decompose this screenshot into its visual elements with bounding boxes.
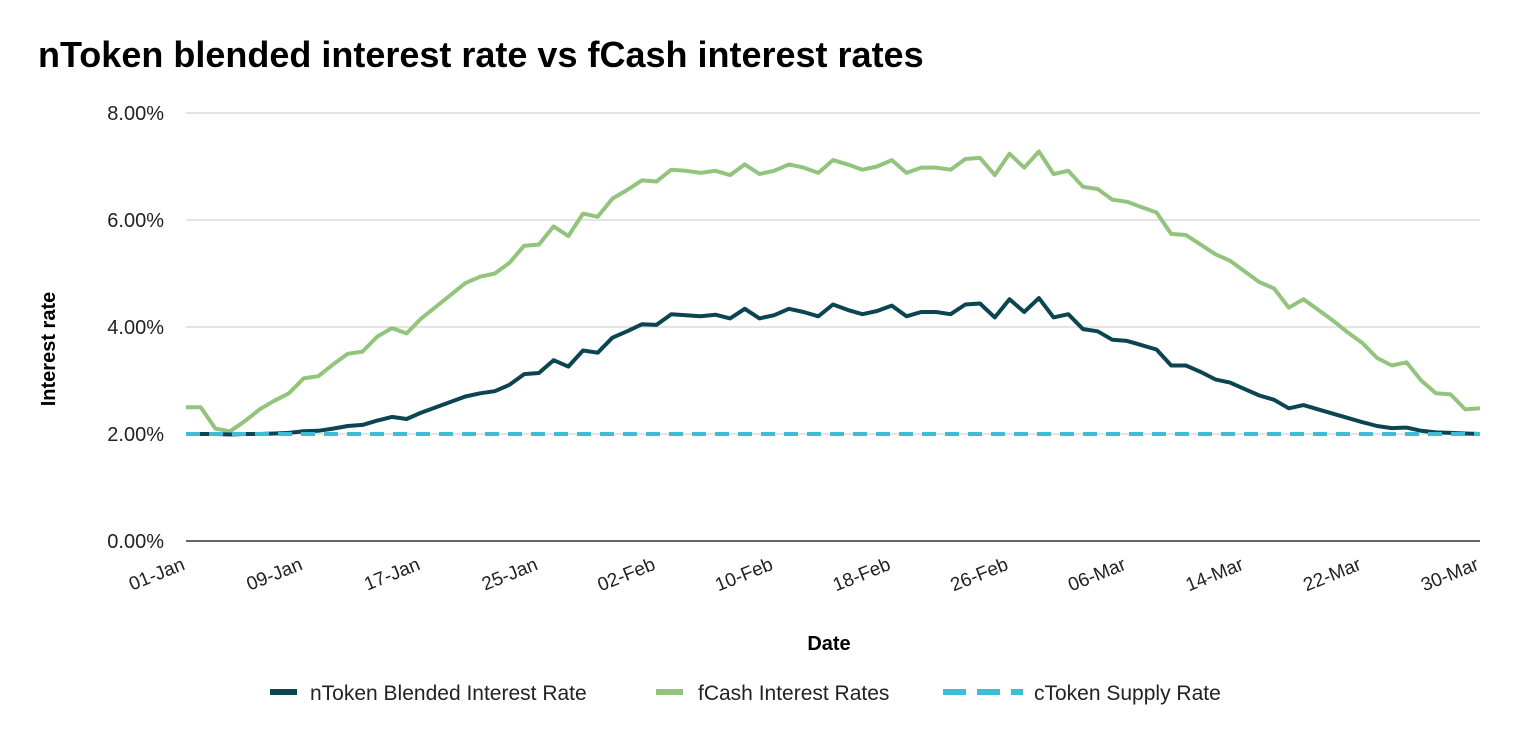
- x-tick-label: 18-Feb: [830, 554, 894, 596]
- x-tick-label: 30-Mar: [1418, 554, 1482, 596]
- y-tick-label: 8.00%: [107, 103, 164, 125]
- x-tick-label: 01-Jan: [126, 554, 188, 595]
- legend-label: fCash Interest Rates: [698, 682, 889, 705]
- y-tick-label: 6.00%: [107, 210, 164, 232]
- x-tick-label: 10-Feb: [712, 554, 776, 596]
- x-tick-label: 17-Jan: [361, 554, 423, 595]
- legend-label: cToken Supply Rate: [1034, 682, 1221, 705]
- grid-layer: [186, 112, 1480, 542]
- x-tick-label: 09-Jan: [244, 554, 306, 595]
- x-tick-label: 02-Feb: [595, 554, 659, 596]
- series-line-ntoken-blended-interest-rate: [186, 296, 1481, 437]
- series-layer: [186, 149, 1481, 437]
- y-axis-title: Interest rate: [38, 292, 60, 407]
- series-line-fcash-interest-rates: [186, 149, 1481, 434]
- x-axis-title: Date: [807, 633, 850, 655]
- legend-label: nToken Blended Interest Rate: [310, 682, 587, 705]
- x-tick-label: 26-Feb: [948, 554, 1012, 596]
- x-tick-label: 22-Mar: [1301, 554, 1365, 596]
- chart-title: nToken blended interest rate vs fCash in…: [38, 34, 924, 75]
- x-tick-labels: 01-Jan 09-Jan 17-Jan 25-Jan 02-Feb 10-Feb 18-F…: [126, 554, 1482, 596]
- y-tick-label: 0.00%: [107, 531, 164, 553]
- legend: nToken Blended Interest Rate fCash Intere…: [270, 682, 1221, 705]
- y-tick-label: 2.00%: [107, 424, 164, 446]
- y-tick-labels: 0.00% 2.00% 4.00% 6.00% 8.00%: [107, 103, 164, 553]
- y-tick-label: 4.00%: [107, 317, 164, 339]
- x-tick-label: 06-Mar: [1065, 554, 1129, 596]
- x-tick-label: 14-Mar: [1183, 554, 1247, 596]
- x-tick-label: 25-Jan: [479, 554, 541, 595]
